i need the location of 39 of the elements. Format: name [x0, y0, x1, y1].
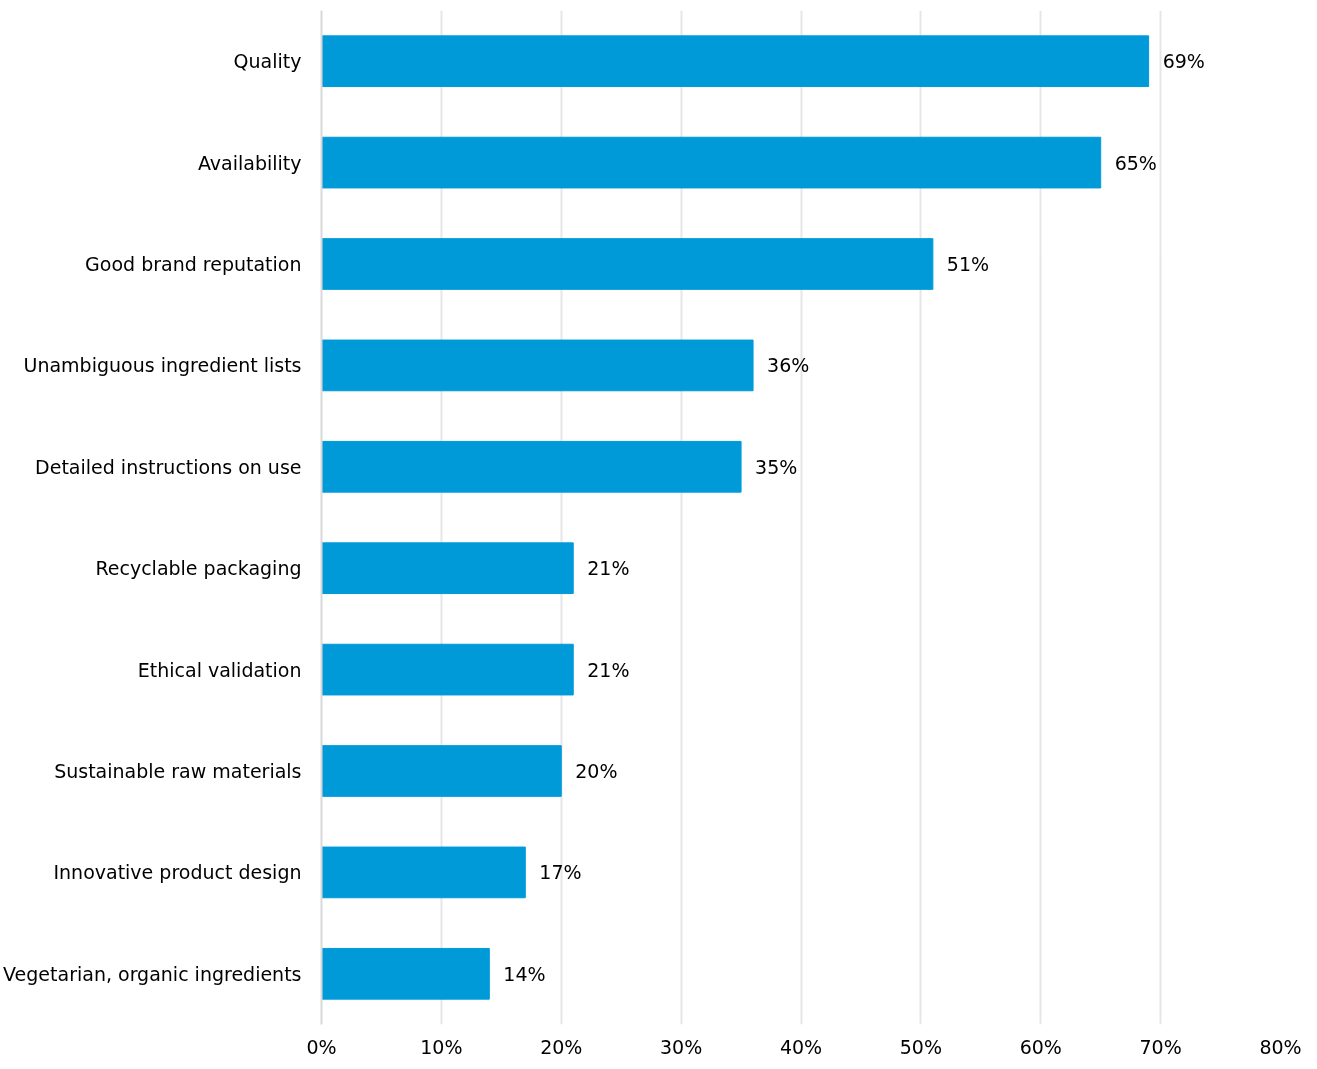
y-tick-label: Detailed instructions on use	[35, 455, 302, 478]
y-tick-label: Quality	[233, 50, 302, 73]
y-tick-label: Good brand reputation	[85, 253, 302, 275]
x-tick-label: 60%	[1019, 1035, 1062, 1058]
data-label: 17%	[539, 861, 582, 884]
x-tick-label: 80%	[1259, 1035, 1302, 1058]
y-tick-label: Ethical validation	[137, 658, 302, 681]
bar	[321, 440, 742, 493]
x-tick-label: 70%	[1139, 1035, 1182, 1058]
data-label: 21%	[587, 658, 630, 681]
x-tick-label: 20%	[540, 1035, 583, 1058]
x-tick-label: 50%	[899, 1035, 942, 1058]
data-label: 20%	[575, 760, 618, 782]
data-label: 65%	[1114, 151, 1157, 174]
data-label: 14%	[503, 962, 546, 985]
y-tick-label: Unambiguous ingredient lists	[23, 354, 302, 377]
y-tick-label: Vegetarian, organic ingredients	[3, 962, 302, 985]
bar	[321, 947, 490, 1000]
x-tick-label: 0%	[306, 1035, 337, 1058]
data-label: 51%	[946, 253, 990, 275]
bar	[321, 542, 574, 595]
data-label: 36%	[767, 354, 810, 377]
bar	[321, 136, 1102, 189]
bar	[321, 238, 934, 290]
bar	[321, 643, 574, 696]
x-tick-label: 30%	[660, 1035, 703, 1058]
bar	[321, 339, 754, 392]
y-tick-label: Availability	[197, 151, 302, 174]
x-tick-label: 40%	[779, 1035, 823, 1058]
bar	[321, 745, 562, 797]
data-label: 21%	[587, 557, 630, 580]
y-tick-label: Sustainable raw materials	[54, 760, 302, 782]
data-label: 69%	[1162, 50, 1205, 73]
bar	[321, 846, 526, 899]
y-tick-label: Recyclable packaging	[95, 557, 302, 580]
data-label: 35%	[755, 455, 798, 478]
x-tick-label: 10%	[420, 1035, 463, 1058]
bar	[321, 35, 1150, 88]
y-tick-label: Innovative product design	[53, 861, 302, 884]
